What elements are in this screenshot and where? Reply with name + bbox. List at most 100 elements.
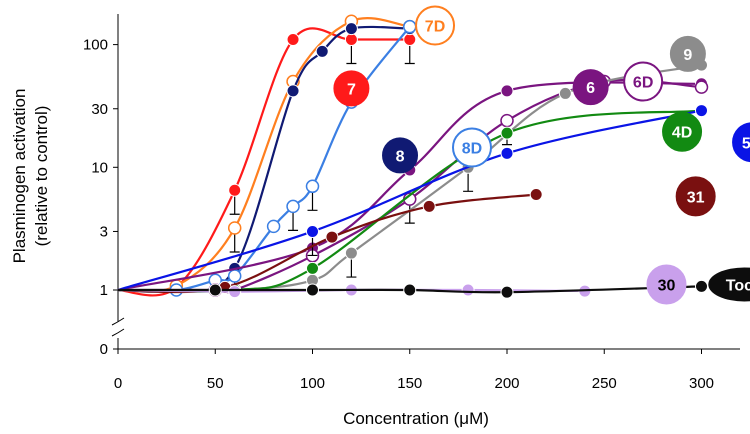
data-point xyxy=(695,104,708,118)
label-bubble xyxy=(572,69,609,106)
data-point xyxy=(228,285,242,299)
label-bubble xyxy=(708,267,750,302)
series-7 xyxy=(117,27,417,297)
data-point xyxy=(227,269,242,283)
y-tick-label: 1 xyxy=(100,282,108,299)
label-text: 31 xyxy=(687,189,705,206)
label-text: 4D xyxy=(672,125,692,142)
label-text: 7D xyxy=(425,19,445,36)
data-point xyxy=(500,146,514,160)
y-tick-label: 30 xyxy=(91,101,108,118)
series-line-7 xyxy=(117,27,410,297)
data-point xyxy=(500,285,514,299)
label-bubble xyxy=(675,176,716,217)
data-point xyxy=(344,22,358,36)
series-line-6d xyxy=(118,78,702,294)
data-point xyxy=(422,199,436,213)
data-point xyxy=(227,221,242,235)
series-label-6d: 6D xyxy=(623,61,664,102)
series-line-5d xyxy=(117,109,702,292)
label-bubble xyxy=(623,61,664,102)
series-label-6: 6 xyxy=(572,69,609,106)
data-point xyxy=(306,283,319,297)
label-bubble xyxy=(382,137,419,174)
series-label-8d: 8D xyxy=(451,127,492,168)
label-text: 8 xyxy=(396,148,405,165)
label-bubble xyxy=(646,264,687,305)
data-point xyxy=(461,283,475,297)
label-text: 5D xyxy=(742,135,750,152)
y-tick-label: 10 xyxy=(91,159,108,176)
series-label-31: 31 xyxy=(675,176,716,217)
series-toco xyxy=(118,279,708,299)
y-axis-title-line1: Plasminogen activation xyxy=(10,89,29,264)
series-7d xyxy=(117,14,417,293)
data-point xyxy=(315,44,329,58)
series-label-9: 9 xyxy=(669,35,706,72)
series-line-9 xyxy=(117,64,702,292)
data-point xyxy=(344,33,358,47)
series-5d xyxy=(117,104,708,292)
y-axis-title-line2: (relative to control) xyxy=(32,106,51,247)
label-text: 8D xyxy=(462,141,482,158)
series-label-5d: 5D xyxy=(732,122,750,163)
y-axis-break xyxy=(111,317,125,337)
data-point xyxy=(529,188,543,202)
label-bubble xyxy=(415,5,456,46)
series-line-31 xyxy=(117,193,537,294)
data-point xyxy=(403,283,417,297)
label-text: 6 xyxy=(586,80,595,97)
series-label-7d: 7D xyxy=(415,5,456,46)
data-point xyxy=(344,246,358,260)
data-point xyxy=(403,19,417,34)
series-8d xyxy=(117,19,417,297)
label-text: Toco xyxy=(726,277,750,294)
data-point xyxy=(228,183,242,197)
y-tick-label: 100 xyxy=(83,37,108,54)
data-point xyxy=(325,230,339,244)
data-point xyxy=(208,283,222,297)
y-tick-label: 3 xyxy=(100,223,108,240)
series-6 xyxy=(117,77,708,292)
x-tick-label: 0 xyxy=(114,375,122,392)
data-point xyxy=(500,84,514,98)
data-point xyxy=(305,179,320,194)
series-label-8: 8 xyxy=(382,137,419,174)
labels-layer: 7 7D 8 8D 6 6D 9 4D 5D 31 30 Toco xyxy=(333,5,750,305)
x-tick-label: 200 xyxy=(494,375,519,392)
series-line-7d xyxy=(117,17,410,293)
series-line-8d xyxy=(117,25,411,292)
data-point xyxy=(286,84,300,98)
data-point xyxy=(403,33,417,47)
x-axis-title: Concentration (μM) xyxy=(343,409,489,428)
data-point xyxy=(558,86,572,100)
label-bubble xyxy=(669,35,706,72)
x-tick-label: 100 xyxy=(300,375,325,392)
series-line-8 xyxy=(117,25,410,293)
y-tick-label-zero: 0 xyxy=(100,341,108,358)
x-tick-label: 250 xyxy=(592,375,617,392)
label-text: 9 xyxy=(683,47,692,64)
series-6d xyxy=(118,74,709,297)
data-point xyxy=(266,219,281,234)
x-tick-label: 50 xyxy=(207,375,224,392)
series-9 xyxy=(117,58,708,297)
data-point xyxy=(695,279,708,293)
data-point xyxy=(306,224,319,238)
label-bubble xyxy=(662,111,703,152)
data-point xyxy=(286,199,300,214)
data-point xyxy=(286,33,300,47)
series-label-7: 7 xyxy=(333,70,370,107)
series-label-toco: Toco xyxy=(708,267,750,302)
label-bubble xyxy=(451,127,492,168)
series-label-30: 30 xyxy=(646,264,687,305)
axes: 0501001502002503001310301003000 xyxy=(83,14,740,392)
data-point xyxy=(306,261,319,275)
label-text: 30 xyxy=(658,277,676,294)
series-label-4d: 4D xyxy=(662,111,703,152)
data-point xyxy=(694,80,709,94)
label-text: 7 xyxy=(347,81,356,98)
data-point xyxy=(500,126,514,140)
label-text: 6D xyxy=(633,75,653,92)
